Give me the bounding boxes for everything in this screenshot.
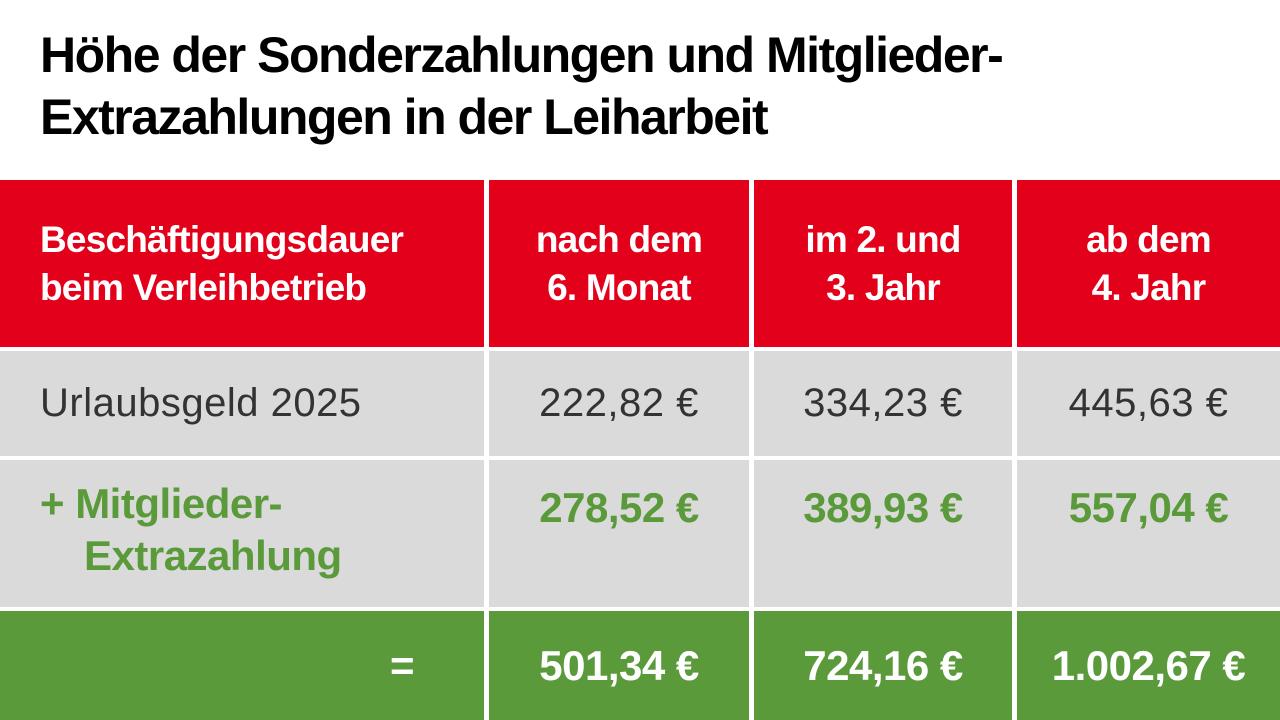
row-extrazahlung-label: + Mitglieder- Extrazahlung [0, 460, 484, 611]
row-extrazahlung-value-1: 278,52 € [484, 460, 749, 611]
row-total-label: = [0, 611, 484, 720]
header-col1-line-1: nach dem [535, 218, 703, 260]
header-col3-line-1: ab dem [1086, 218, 1212, 260]
row-extrazahlung-value-2: 389,93 € [749, 460, 1012, 611]
row-urlaubsgeld-value-2: 334,23 € [749, 351, 1012, 460]
row-urlaubsgeld-value-3: 445,63 € [1012, 351, 1280, 460]
chart-title-line-2: Extrazahlungen in der Leiharbeit [40, 89, 769, 145]
row-urlaubsgeld-label: Urlaubsgeld 2025 [0, 351, 484, 460]
header-label-line-2: beim Verleihbetrieb [40, 266, 367, 308]
header-column-2-3-jahr: im 2. und 3. Jahr [749, 180, 1012, 351]
row-extrazahlung-value-3: 557,04 € [1012, 460, 1280, 611]
row-extrazahlung-label-line-2: Extrazahlung [84, 532, 342, 579]
chart-title: Höhe der Sonderzahlungen und Mitglieder-… [40, 24, 1260, 148]
header-label-line-1: Beschäftigungsdauer [40, 218, 404, 260]
row-extrazahlung-label-line-1: + Mitglieder- [40, 480, 283, 527]
chart-title-line-1: Höhe der Sonderzahlungen und Mitglieder- [40, 27, 1004, 83]
header-col2-line-2: 3. Jahr [826, 266, 941, 308]
row-total-value-3: 1.002,67 € [1012, 611, 1280, 720]
header-col1-line-2: 6. Monat [547, 266, 691, 308]
header-column-4-jahr: ab dem 4. Jahr [1012, 180, 1280, 351]
header-col3-line-2: 4. Jahr [1091, 266, 1207, 308]
row-total-value-2: 724,16 € [749, 611, 1012, 720]
header-label-cell: Beschäftigungsdauer beim Verleihbetrieb [0, 180, 484, 351]
payment-table: Beschäftigungsdauer beim Verleihbetrieb … [0, 180, 1280, 720]
header-col2-line-1: im 2. und [805, 218, 961, 260]
row-total-value-1: 501,34 € [484, 611, 749, 720]
row-urlaubsgeld-value-1: 222,82 € [484, 351, 749, 460]
header-column-6-monat: nach dem 6. Monat [484, 180, 749, 351]
